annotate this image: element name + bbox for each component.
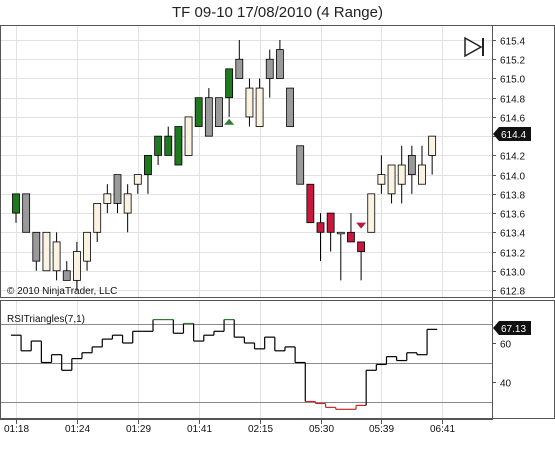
candle-body <box>52 241 61 272</box>
candle-body <box>42 231 51 272</box>
current-price-badge: 614.4 <box>493 127 531 141</box>
candle-body <box>113 174 122 204</box>
candle-body <box>123 193 132 214</box>
rsi-layer <box>1 319 492 410</box>
price-tick-label: 614.0 <box>500 172 525 183</box>
candle-body <box>215 97 223 127</box>
grid-layer <box>1 26 492 418</box>
candle-body <box>428 135 437 156</box>
candle-body <box>154 135 163 156</box>
price-tick-label: 614.2 <box>500 152 525 163</box>
time-tick-label: 01:18 <box>4 424 29 435</box>
candle-body <box>377 174 386 185</box>
time-tick-label: 05:30 <box>309 424 334 435</box>
candle-body <box>225 68 234 99</box>
candle-body <box>204 97 213 137</box>
price-tick-label: 613.0 <box>500 268 525 279</box>
time-tick-label: 02:15 <box>248 424 273 435</box>
sell-signal-triangle <box>356 222 367 229</box>
candle-body <box>357 241 366 252</box>
copyright-label: © 2010 NinjaTrader, LLC <box>7 286 117 297</box>
candle-body <box>174 126 183 166</box>
candle-body <box>133 174 142 185</box>
time-tick-label: 01:29 <box>126 424 151 435</box>
chart-title: TF 09-10 17/08/2010 (4 Range) <box>172 4 383 21</box>
candle-body <box>93 203 102 233</box>
time-tick-label: 01:41 <box>187 424 212 435</box>
candle-body <box>296 145 305 185</box>
candle-body <box>286 87 294 127</box>
candle-body <box>306 183 315 224</box>
candle-body <box>194 97 203 127</box>
candle-body <box>12 193 20 214</box>
candle-body <box>347 231 355 243</box>
candle-body <box>418 164 426 185</box>
indicator-panel-frame <box>0 300 555 419</box>
candle-body <box>103 193 112 204</box>
price-tick-label: 613.4 <box>500 229 525 240</box>
candle-body <box>22 193 31 233</box>
candle-body <box>326 212 335 233</box>
candle-body <box>73 251 81 281</box>
rsi-tick-label: 40 <box>500 379 512 390</box>
price-tick-label: 613.8 <box>500 191 525 202</box>
current-price-label: 614.4 <box>501 130 526 141</box>
price-tick-label: 614.6 <box>500 114 525 125</box>
indicator-title: RSITriangles(7,1) <box>7 314 85 325</box>
time-tick-label: 01:24 <box>65 424 90 435</box>
candle-body <box>275 49 284 79</box>
candle-body <box>255 87 264 127</box>
candle-body <box>62 270 71 281</box>
price-tick-label: 615.2 <box>500 56 525 67</box>
buy-signal-triangle <box>224 118 235 125</box>
time-tick-label: 06:41 <box>430 424 455 435</box>
candle-body <box>184 116 193 156</box>
price-tick-label: 613.2 <box>500 249 525 260</box>
candle-body <box>367 193 376 233</box>
current-rsi-label: 67.13 <box>501 324 526 335</box>
candle-body <box>407 154 416 176</box>
price-layer <box>12 40 437 290</box>
play-pause-icon[interactable] <box>464 36 484 58</box>
axis-layer: 01:18 01:24 01:29 01:41 02:15 05:30 05:39 06:41… <box>4 37 525 436</box>
price-tick-label: 615.0 <box>500 75 525 86</box>
candle-body <box>387 164 396 195</box>
candle-body <box>336 231 345 235</box>
candle-body <box>83 231 91 262</box>
candle-body <box>235 58 244 79</box>
price-tick-label: 614.8 <box>500 95 525 106</box>
time-tick-label: 05:39 <box>369 424 394 435</box>
rsi-tick-label: 60 <box>500 340 512 351</box>
candle-body <box>32 231 41 262</box>
candle-body <box>144 154 152 176</box>
candle-body <box>265 58 274 79</box>
candle-body <box>164 135 173 156</box>
price-tick-label: 612.8 <box>500 287 525 298</box>
price-tick-label: 615.4 <box>500 37 525 48</box>
candle-body <box>397 164 406 185</box>
candle-body <box>316 222 325 233</box>
price-tick-label: 613.6 <box>500 210 525 221</box>
candle-body <box>245 87 254 118</box>
current-rsi-badge: 67.13 <box>493 321 531 335</box>
